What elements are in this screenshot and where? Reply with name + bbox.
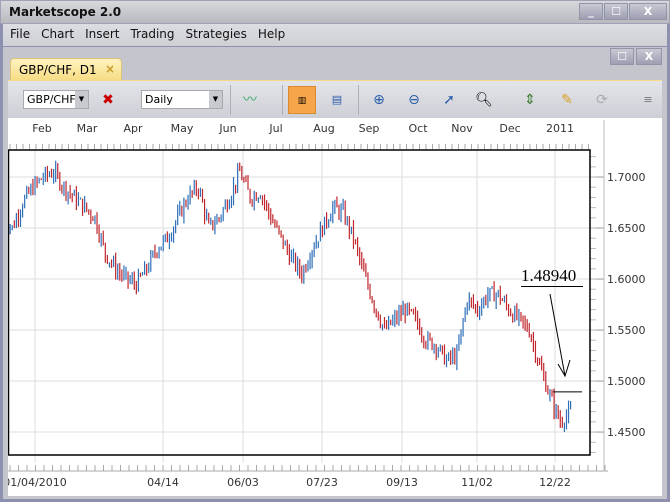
menu-strategies[interactable]: Strategies [185, 27, 247, 41]
month-label: May [171, 122, 194, 135]
bar-chart-icon[interactable]: ▥ [288, 86, 316, 114]
date-label: 11/02 [461, 476, 493, 489]
price-chart[interactable]: Feb Mar Apr May Jun Jul Aug Sep Oct Nov Dec 2011 01/… [8, 118, 662, 496]
close-button[interactable]: X [629, 3, 667, 20]
menu-bar: File Chart Insert Trading Strategies Help [3, 24, 667, 46]
zoom-range-icon[interactable]: 🔍︎ [475, 92, 493, 108]
month-label: Mar [77, 122, 98, 135]
date-label: 12/22 [539, 476, 571, 489]
month-label: Dec [499, 122, 520, 135]
price-label: 1.6500 [607, 222, 646, 235]
tab-close-icon[interactable]: × [104, 62, 115, 76]
chart-type-icon[interactable]: 〰 [243, 92, 257, 108]
price-annotation[interactable]: 1.48940 [521, 266, 583, 287]
instrument-value: GBP/CHF [27, 93, 76, 106]
vertical-scale-icon[interactable]: ⇕ [524, 92, 536, 108]
divider [282, 85, 283, 115]
divider [230, 85, 231, 115]
month-label: Nov [451, 122, 473, 135]
annotation-arrow [549, 293, 566, 377]
toolbar-options-icon[interactable]: ≡ [643, 93, 653, 106]
zoom-out-icon[interactable]: ⊖ [408, 92, 420, 108]
chevron-down-icon: ▼ [209, 91, 222, 108]
month-label: Sep [359, 122, 380, 135]
price-label: 1.6000 [607, 273, 646, 286]
month-label: Jul [268, 122, 282, 135]
month-label: Aug [313, 122, 334, 135]
month-label: Apr [123, 122, 143, 135]
date-label: 01/04/2010 [8, 476, 67, 489]
date-label: 04/14 [147, 476, 179, 489]
month-label: 2011 [546, 122, 574, 135]
month-label: Feb [32, 122, 51, 135]
cursor-icon[interactable]: ➚ [443, 92, 455, 108]
date-label: 06/03 [227, 476, 259, 489]
tab-label: GBP/CHF, D1 [19, 63, 97, 77]
menu-file[interactable]: File [10, 27, 31, 41]
chart-toolbar: GBP/CHF ▼ ✖ Daily ▼ 〰 ▥ ▤ ⊕ ⊖ ➚ 🔍︎ ⇕ ✎ ⟳ ≡ [8, 80, 662, 118]
divider [358, 85, 359, 115]
timeframe-select[interactable]: Daily ▼ [141, 90, 223, 109]
maximize-button[interactable]: ☐ [604, 3, 628, 20]
minimize-button[interactable]: _ [579, 3, 603, 20]
price-label: 1.5000 [607, 375, 646, 388]
chart-area[interactable]: Feb Mar Apr May Jun Jul Aug Sep Oct Nov Dec 2011 01/… [8, 118, 662, 496]
menu-help[interactable]: Help [257, 27, 286, 41]
arrow-head-icon [557, 359, 571, 378]
menu-chart[interactable]: Chart [41, 27, 75, 41]
zoom-in-icon[interactable]: ⊕ [373, 92, 385, 108]
properties-icon[interactable]: ✎ [561, 92, 573, 108]
timeframe-value: Daily [145, 93, 173, 106]
menu-trading[interactable]: Trading [130, 27, 175, 41]
chevron-down-icon: ▼ [75, 91, 88, 108]
doc-close-button[interactable]: X [636, 48, 662, 65]
sync-icon[interactable]: ⟳ [596, 92, 608, 108]
date-label: 09/13 [386, 476, 418, 489]
date-label: 07/23 [306, 476, 338, 489]
candle-chart-icon[interactable]: ▤ [331, 93, 343, 106]
title-bar: Marketscope 2.0 _ ☐ X [0, 0, 670, 24]
month-label: Jun [218, 122, 236, 135]
menu-insert[interactable]: Insert [85, 27, 120, 41]
month-label: Oct [408, 122, 428, 135]
remove-indicator-icon[interactable]: ✖ [102, 92, 114, 108]
tab-gbp-chf-d1[interactable]: GBP/CHF, D1 × [10, 58, 122, 80]
window-title: Marketscope 2.0 [9, 5, 122, 19]
doc-maximize-button[interactable]: ☐ [610, 48, 634, 65]
price-label: 1.4500 [607, 426, 646, 439]
price-label: 1.5500 [607, 324, 646, 337]
instrument-select[interactable]: GBP/CHF ▼ [23, 90, 89, 109]
price-label: 1.7000 [607, 171, 646, 184]
plot-border [8, 149, 591, 456]
